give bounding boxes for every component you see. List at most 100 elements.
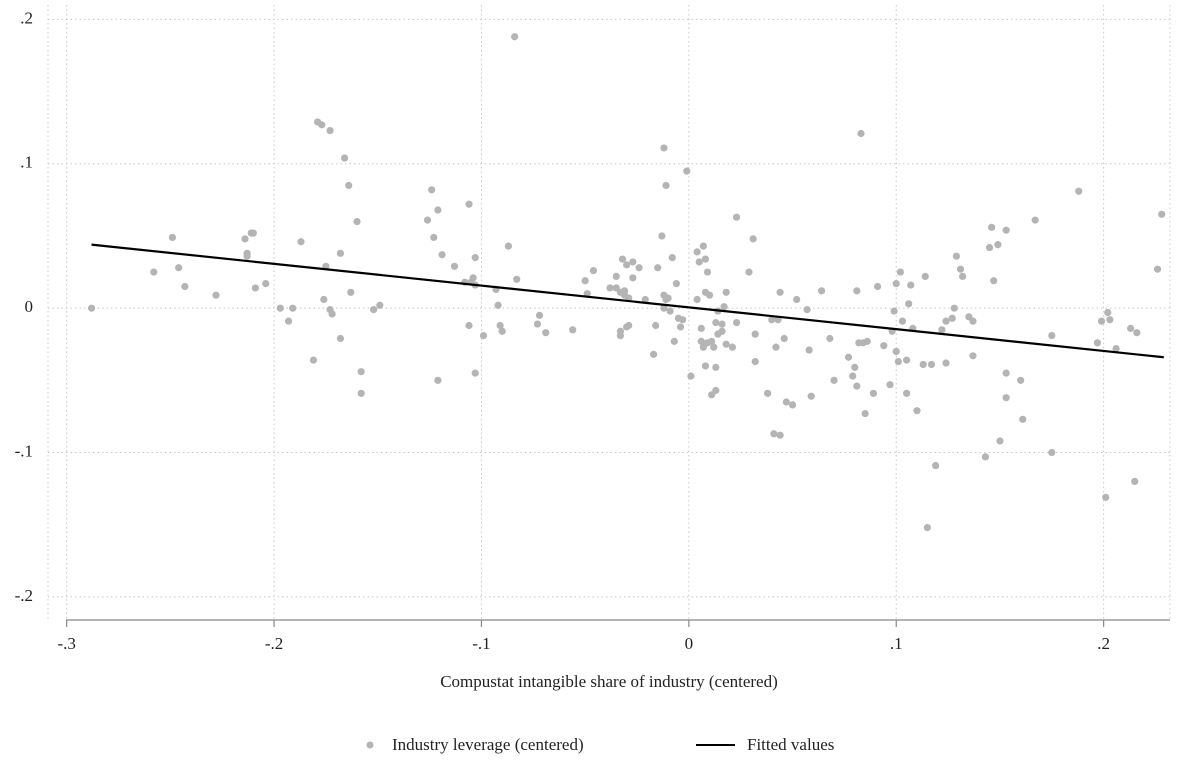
scatter-point — [542, 329, 550, 337]
scatter-point — [326, 126, 334, 135]
scatter-point — [907, 281, 915, 289]
scatter-point — [722, 340, 730, 348]
scatter-point — [434, 206, 442, 214]
scatter-point — [826, 334, 834, 343]
scatter-point — [320, 295, 328, 304]
scatter-point — [336, 334, 345, 343]
scatter-point — [718, 320, 726, 328]
scatter-point — [817, 287, 826, 295]
scatter-point — [699, 242, 707, 250]
scatter-point — [150, 268, 158, 276]
scatter-point — [894, 357, 902, 366]
scatter-point — [1158, 210, 1166, 218]
scatter-point — [695, 258, 703, 266]
scatter-point — [693, 295, 701, 304]
scatter-point — [683, 167, 691, 175]
scatter-point — [710, 343, 718, 351]
scatter-point — [649, 350, 658, 358]
scatter-point — [465, 200, 473, 208]
scatter-point — [844, 353, 853, 361]
y-tick-label: -.2 — [15, 586, 33, 605]
x-tick-label: -.2 — [265, 634, 283, 653]
scatter-point — [718, 327, 726, 335]
scatter-point — [994, 241, 1002, 249]
scatter-point — [851, 363, 859, 371]
scatter-point — [863, 337, 871, 345]
scatter-point — [251, 284, 259, 292]
scatter-point — [243, 252, 251, 260]
x-axis-title: Compustat intangible share of industry (… — [440, 672, 778, 691]
scatter-point — [1102, 493, 1110, 501]
scatter-point — [985, 243, 994, 252]
scatter-point — [732, 319, 741, 327]
scatter-point — [606, 284, 614, 292]
scatter-point — [241, 235, 249, 243]
scatter-point — [479, 331, 488, 340]
scatter-point — [668, 254, 676, 262]
scatter-point — [345, 181, 353, 190]
scatter-point — [1017, 376, 1025, 384]
scatter-point — [340, 154, 349, 162]
fitted-line — [91, 243, 1164, 359]
scatter-point — [886, 381, 894, 389]
scatter-point — [913, 407, 921, 415]
scatter-point — [1112, 344, 1120, 353]
scatter-point — [569, 326, 577, 334]
x-tick-label: .1 — [890, 634, 903, 653]
scatter-point — [770, 430, 778, 438]
scatter-point — [533, 320, 542, 328]
scatter-point — [428, 186, 436, 194]
scatter-point — [357, 389, 365, 397]
scatter-point — [898, 317, 907, 325]
x-tick-label: -.1 — [472, 634, 490, 653]
scatter-point — [873, 282, 882, 291]
scatter-point — [664, 294, 672, 302]
scatter-point — [892, 280, 900, 288]
scatter-point — [1048, 331, 1056, 340]
scatter-point — [423, 216, 432, 224]
scatter-point — [658, 232, 666, 240]
scatter-point — [712, 386, 720, 395]
scatter-point — [654, 264, 662, 272]
scatter-point — [496, 321, 504, 330]
scatter-point — [927, 360, 936, 369]
scatter-point — [853, 287, 861, 295]
scatter-point — [697, 324, 705, 332]
scatter-point — [1106, 316, 1114, 324]
scatter-point — [1019, 415, 1027, 423]
scatter-point — [805, 346, 813, 354]
scatter-point — [434, 376, 442, 384]
scatter-point — [676, 323, 685, 331]
scatter-point — [950, 304, 958, 312]
scatter-point — [1104, 308, 1112, 317]
scatter-point — [751, 330, 759, 338]
x-tick-label: -.3 — [57, 634, 75, 653]
scatter-point — [353, 217, 361, 226]
scatter-point — [782, 398, 790, 406]
scatter-point — [751, 357, 759, 366]
scatter-point — [589, 267, 598, 275]
scatter-point — [629, 274, 637, 282]
scatter-point — [693, 248, 701, 256]
scatter-point — [749, 235, 757, 243]
scatter-point — [880, 342, 888, 350]
scatter-point — [981, 453, 990, 461]
scatter-point — [896, 268, 904, 276]
scatter-point — [262, 280, 270, 288]
scatter-point — [905, 300, 913, 308]
scatter-point — [1131, 477, 1139, 486]
scatter-point — [803, 306, 811, 314]
scatter-point — [732, 213, 741, 221]
scatter-point — [612, 272, 620, 281]
scatter-point — [921, 272, 929, 281]
scatter-point — [660, 144, 668, 152]
y-tick-label: .2 — [20, 8, 33, 27]
scatter-point — [535, 311, 544, 319]
scatter-point — [722, 288, 730, 296]
scatter-point — [830, 376, 838, 384]
scatter-point — [376, 301, 384, 309]
scatter-point — [652, 321, 660, 330]
scatter-point — [952, 252, 960, 260]
